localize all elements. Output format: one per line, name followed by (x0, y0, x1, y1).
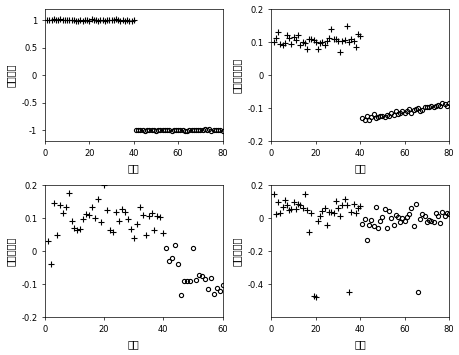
Y-axis label: 质谱特征值: 质谱特征值 (232, 236, 241, 266)
X-axis label: 样本: 样本 (353, 163, 365, 173)
X-axis label: 样本: 样本 (128, 163, 140, 173)
X-axis label: 样本: 样本 (353, 339, 365, 349)
Y-axis label: 光谱特征值: 光谱特征值 (6, 236, 16, 266)
X-axis label: 样本: 样本 (128, 339, 140, 349)
Y-axis label: 类别标签: 类别标签 (6, 63, 16, 87)
Y-axis label: 迁移谱特征值: 迁移谱特征值 (232, 58, 241, 93)
